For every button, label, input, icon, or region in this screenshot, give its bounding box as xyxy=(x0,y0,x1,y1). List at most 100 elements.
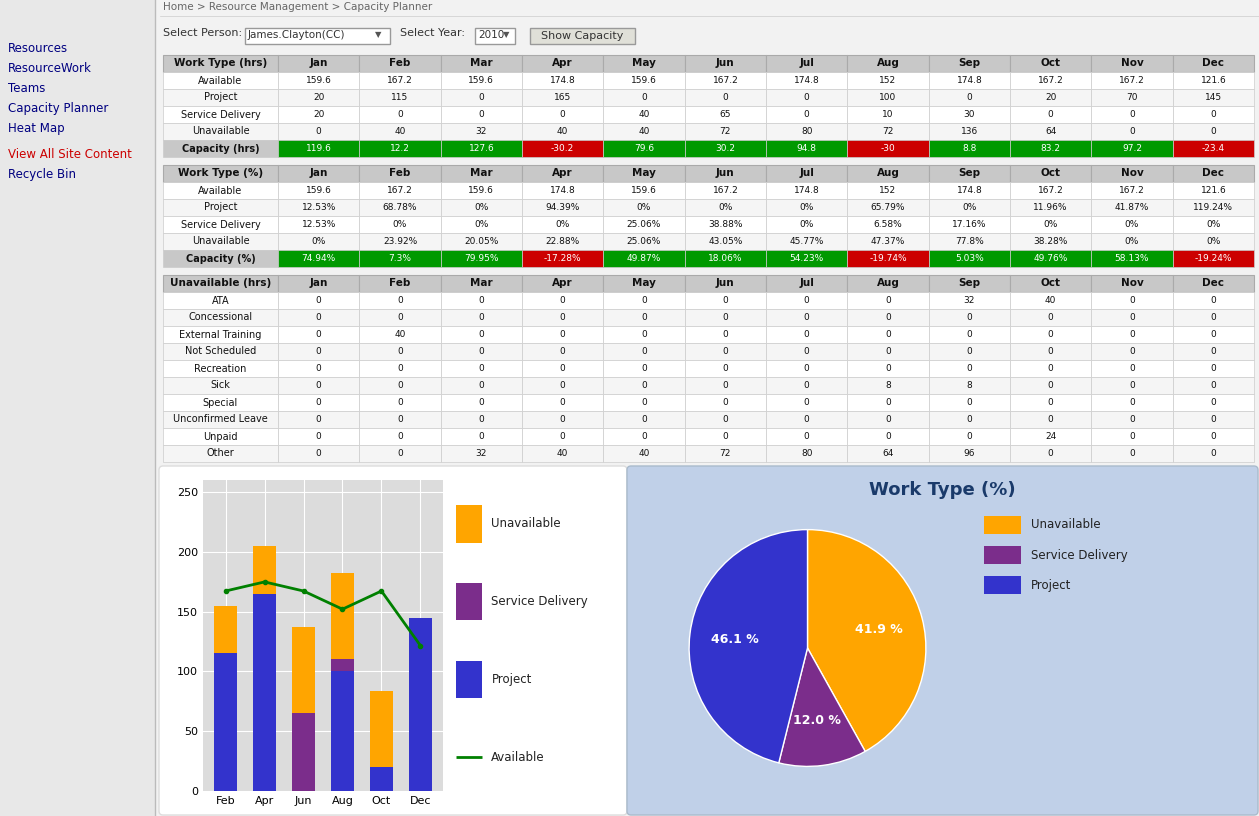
Text: 40: 40 xyxy=(638,110,650,119)
Bar xyxy=(278,72,359,89)
Bar xyxy=(331,672,354,791)
Bar xyxy=(1092,182,1172,199)
Bar xyxy=(685,72,765,89)
Bar xyxy=(765,89,847,106)
Bar xyxy=(359,275,441,292)
Bar xyxy=(162,233,278,250)
Text: 8.8: 8.8 xyxy=(962,144,977,153)
Text: 0: 0 xyxy=(316,415,321,424)
Text: 0: 0 xyxy=(397,110,403,119)
Bar xyxy=(441,89,522,106)
Bar xyxy=(278,411,359,428)
Bar xyxy=(441,292,522,309)
Text: 49.87%: 49.87% xyxy=(627,254,661,263)
Text: ATA: ATA xyxy=(212,295,229,305)
Bar xyxy=(985,546,1021,564)
Text: 32: 32 xyxy=(963,296,974,305)
Text: Work Type (%): Work Type (%) xyxy=(178,168,263,179)
Text: 0%: 0% xyxy=(718,203,733,212)
Bar xyxy=(1172,343,1254,360)
Text: 20: 20 xyxy=(313,93,325,102)
Bar xyxy=(530,28,635,44)
FancyBboxPatch shape xyxy=(627,466,1258,815)
Text: 32: 32 xyxy=(476,127,487,136)
Text: Service Delivery: Service Delivery xyxy=(1031,548,1128,561)
Text: 0%: 0% xyxy=(393,220,407,229)
Bar xyxy=(359,445,441,462)
Bar xyxy=(1172,445,1254,462)
Bar xyxy=(1010,216,1092,233)
Text: 0: 0 xyxy=(1210,364,1216,373)
Text: Heat Map: Heat Map xyxy=(8,122,64,135)
Bar xyxy=(522,216,603,233)
Text: Teams: Teams xyxy=(8,82,45,95)
Bar xyxy=(370,690,393,767)
Text: 0: 0 xyxy=(316,364,321,373)
Bar xyxy=(1010,106,1092,123)
Bar xyxy=(847,216,929,233)
Bar xyxy=(1172,377,1254,394)
Text: 0: 0 xyxy=(723,330,728,339)
Bar xyxy=(522,199,603,216)
Bar xyxy=(603,89,685,106)
Text: 115: 115 xyxy=(392,93,409,102)
Bar xyxy=(1010,309,1092,326)
Text: 40: 40 xyxy=(394,127,405,136)
Wedge shape xyxy=(689,530,807,763)
Bar xyxy=(685,55,765,72)
Text: 12.0 %: 12.0 % xyxy=(793,714,841,727)
Text: 167.2: 167.2 xyxy=(713,186,738,195)
Bar xyxy=(441,411,522,428)
Bar xyxy=(685,233,765,250)
Text: 5.03%: 5.03% xyxy=(956,254,983,263)
Bar xyxy=(278,343,359,360)
Bar xyxy=(685,394,765,411)
Bar xyxy=(359,343,441,360)
Text: 0: 0 xyxy=(1047,449,1054,458)
Bar xyxy=(1092,123,1172,140)
Bar xyxy=(253,593,276,791)
Bar xyxy=(603,326,685,343)
Bar xyxy=(162,216,278,233)
Text: Feb: Feb xyxy=(389,278,410,289)
Text: 0: 0 xyxy=(478,313,485,322)
Text: Capacity Planner: Capacity Planner xyxy=(8,102,108,115)
Bar xyxy=(1010,165,1092,182)
Bar xyxy=(1010,394,1092,411)
Text: 121.6: 121.6 xyxy=(1201,186,1226,195)
Bar xyxy=(1172,326,1254,343)
Text: 40: 40 xyxy=(638,127,650,136)
Text: Sick: Sick xyxy=(210,380,230,391)
Bar xyxy=(522,233,603,250)
Text: Recreation: Recreation xyxy=(194,363,247,374)
Bar xyxy=(359,292,441,309)
Text: Available: Available xyxy=(199,76,243,86)
Bar xyxy=(929,309,1010,326)
Bar xyxy=(359,140,441,157)
Text: 100: 100 xyxy=(879,93,896,102)
Bar xyxy=(847,428,929,445)
Bar xyxy=(162,182,278,199)
Text: -19.74%: -19.74% xyxy=(869,254,906,263)
Text: 0: 0 xyxy=(723,296,728,305)
Text: 49.76%: 49.76% xyxy=(1034,254,1068,263)
Bar xyxy=(1010,182,1092,199)
Text: 0: 0 xyxy=(397,313,403,322)
Bar xyxy=(1010,275,1092,292)
Bar xyxy=(1092,72,1172,89)
Text: 0: 0 xyxy=(885,432,891,441)
Bar xyxy=(1172,182,1254,199)
Bar xyxy=(441,106,522,123)
Text: 0: 0 xyxy=(1129,330,1134,339)
Text: 65.79%: 65.79% xyxy=(871,203,905,212)
Text: 47.37%: 47.37% xyxy=(871,237,905,246)
Bar xyxy=(522,445,603,462)
Bar xyxy=(1010,428,1092,445)
Bar xyxy=(1010,445,1092,462)
Text: 0: 0 xyxy=(1047,313,1054,322)
Bar xyxy=(765,123,847,140)
Bar xyxy=(162,428,278,445)
Bar xyxy=(765,411,847,428)
Text: 0: 0 xyxy=(885,364,891,373)
Bar xyxy=(847,360,929,377)
